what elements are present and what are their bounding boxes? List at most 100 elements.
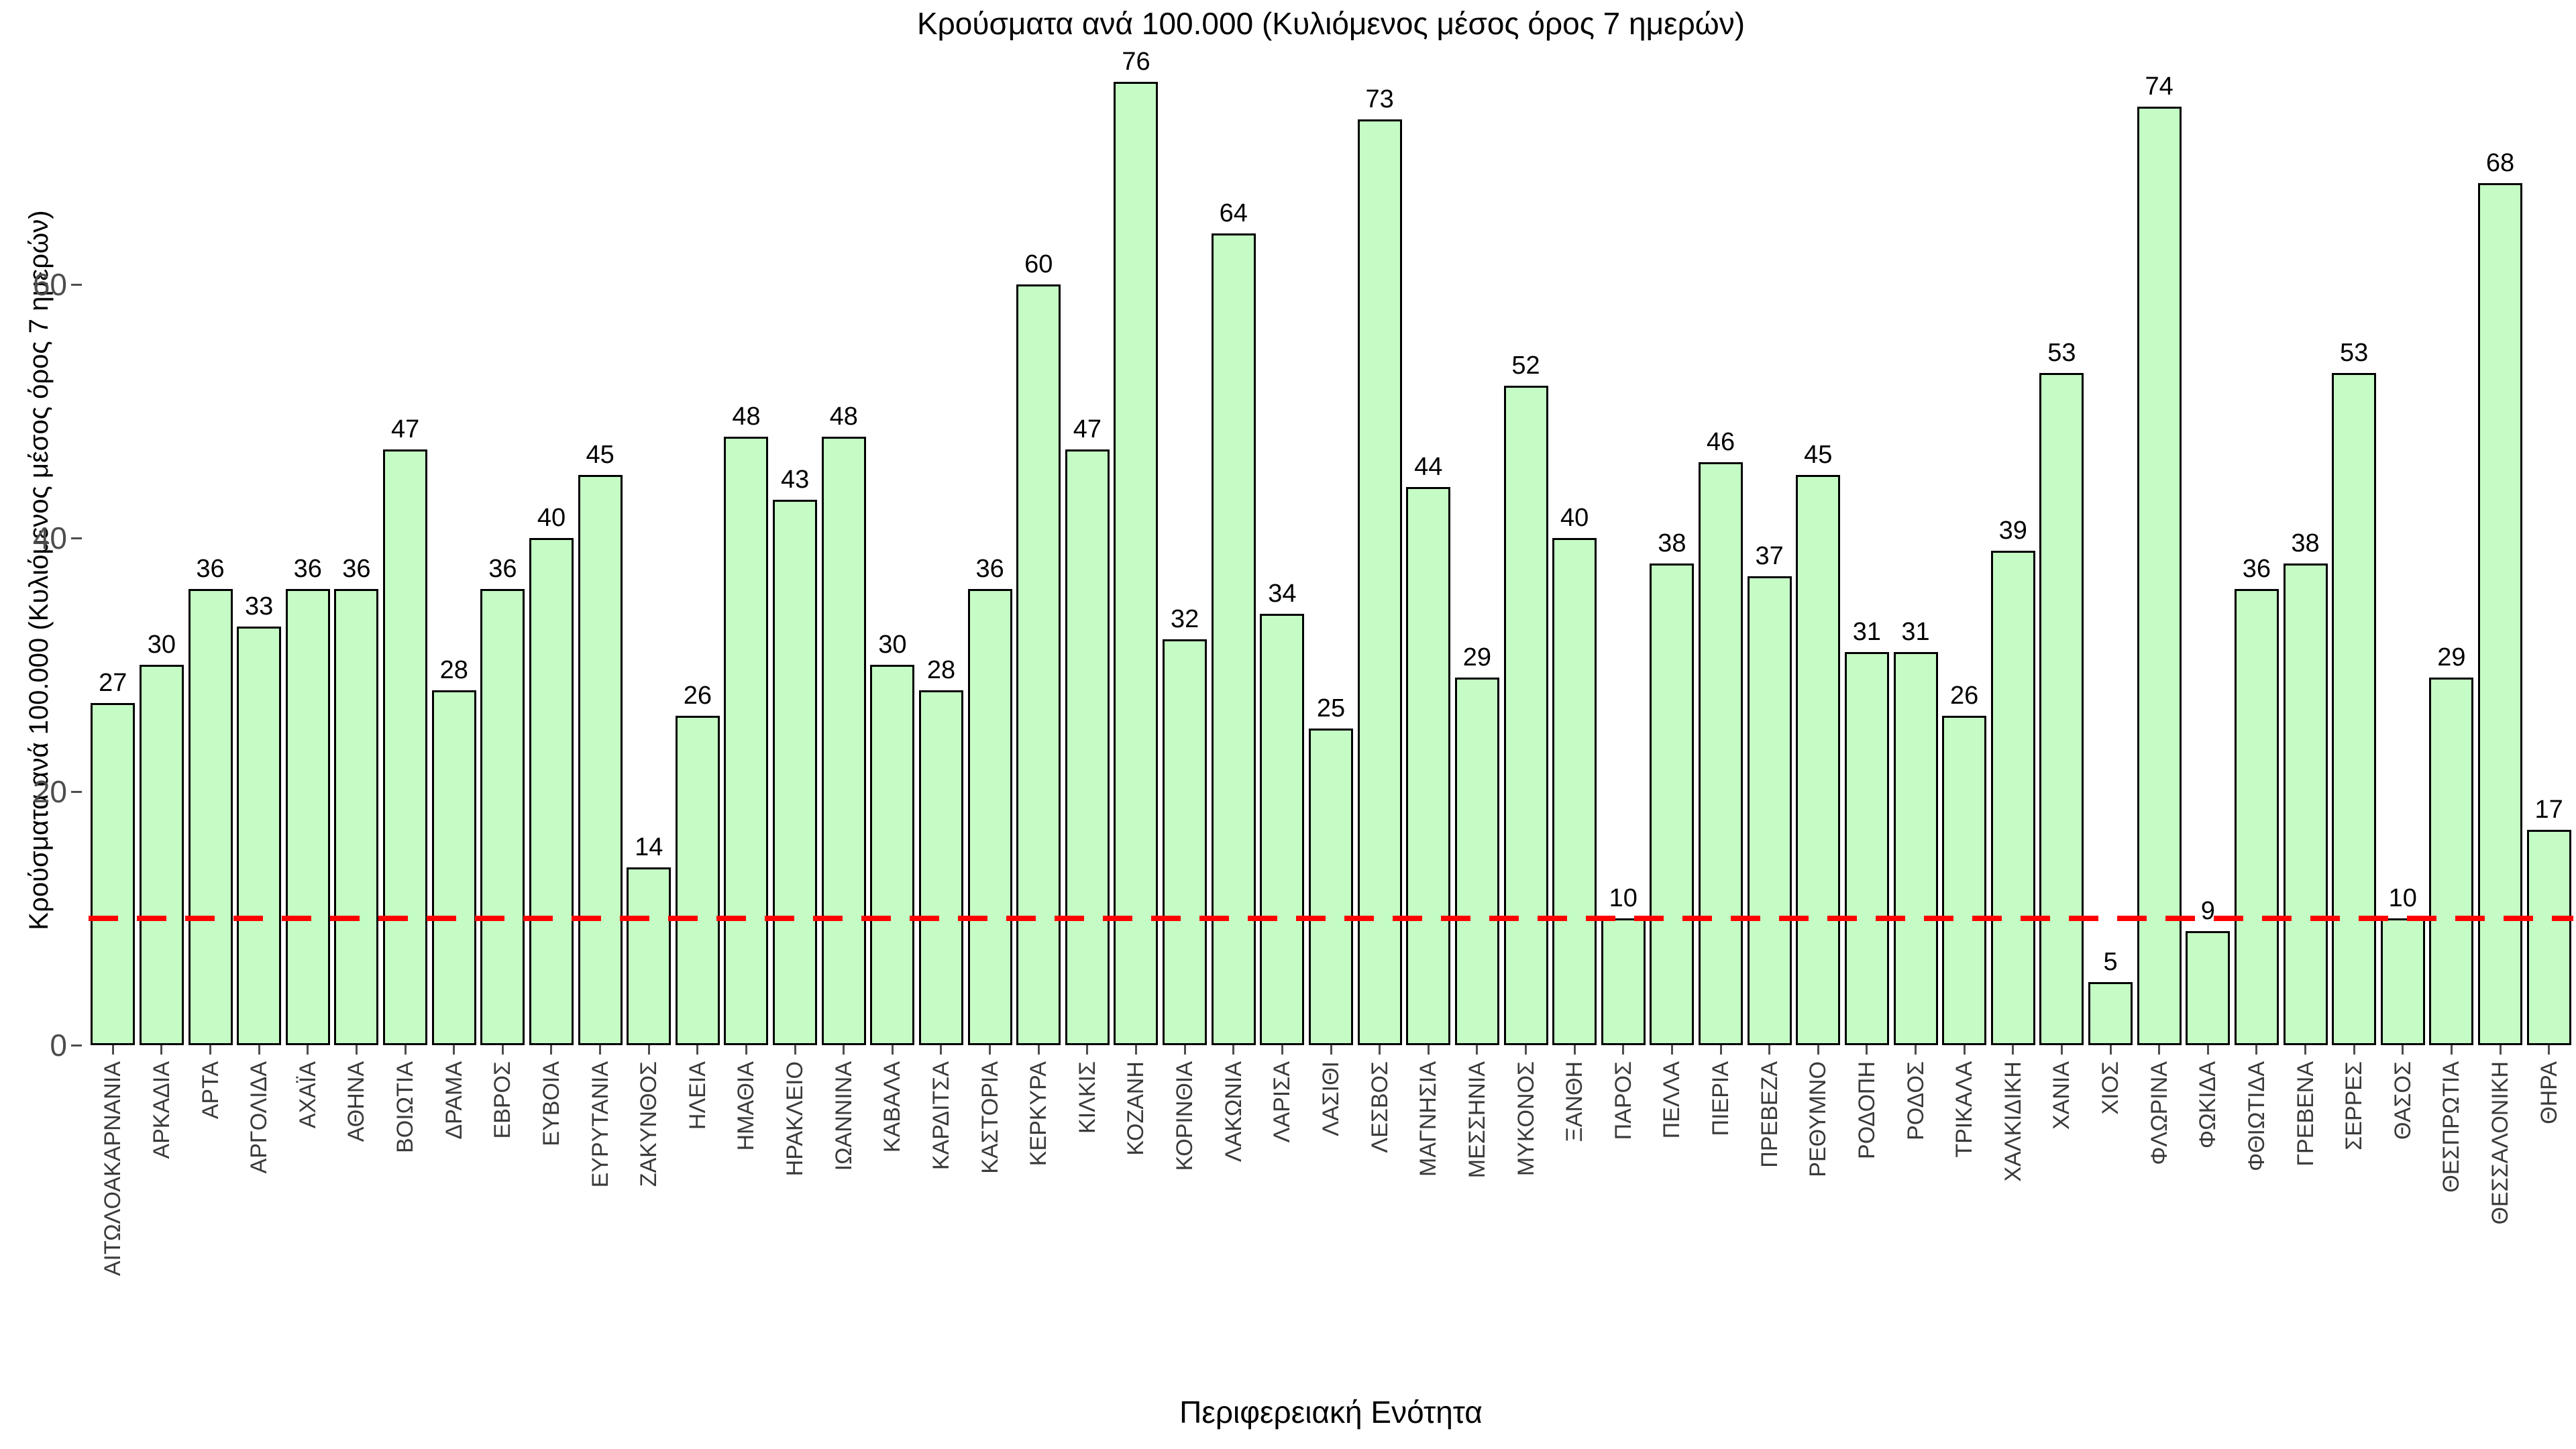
x-tick-label: ΞΑΝΘΗ: [1562, 1061, 1588, 1142]
bar-value-label: 48: [732, 402, 761, 431]
bar-value-label: 74: [2145, 72, 2174, 101]
x-tick-mark: [550, 1045, 553, 1055]
x-tick-label: ΖΑΚΥΝΘΟΣ: [636, 1061, 662, 1187]
y-axis-label: Κρούσματα ανά 100.000 (Κυλιόμενος μέσος …: [24, 210, 54, 930]
x-tick-label: ΣΕΡΡΕΣ: [2341, 1061, 2367, 1150]
x-tick-label: ΙΩΑΝΝΙΝΑ: [830, 1061, 857, 1171]
bar: [1893, 652, 1938, 1045]
bar-value-label: 40: [1560, 504, 1589, 532]
bar: [1990, 550, 2035, 1045]
y-tick-label: 0: [50, 1028, 67, 1063]
bar-value-label: 30: [147, 631, 176, 659]
x-tick-mark: [599, 1045, 602, 1055]
x-tick-mark: [1427, 1045, 1430, 1055]
x-tick-label: ΚΟΡΙΝΘΙΑ: [1172, 1061, 1198, 1171]
x-tick-label: ΗΛΕΙΑ: [684, 1061, 710, 1130]
x-tick-label: ΠΡΕΒΕΖΑ: [1756, 1061, 1782, 1168]
bar: [2039, 373, 2084, 1045]
bar: [1016, 284, 1061, 1045]
x-tick-mark: [989, 1045, 991, 1055]
x-tick-mark: [1476, 1045, 1479, 1055]
bar-value-label: 25: [1316, 694, 1346, 722]
bar-value-label: 28: [439, 655, 468, 684]
bar: [1260, 614, 1305, 1045]
x-tick-mark: [2206, 1045, 2209, 1055]
bar-value-label: 53: [2047, 339, 2076, 368]
bar-value-label: 10: [1609, 884, 1638, 912]
x-tick-mark: [209, 1045, 212, 1055]
x-tick-label: ΚΑΡΔΙΤΣΑ: [928, 1061, 954, 1171]
x-tick-label: ΕΥΡΥΤΑΝΙΑ: [587, 1061, 613, 1188]
bar: [431, 690, 476, 1045]
bar-value-label: 38: [1658, 529, 1686, 557]
x-tick-mark: [2109, 1045, 2112, 1055]
y-tick-label: 60: [32, 267, 67, 302]
bar: [627, 867, 672, 1045]
x-tick-label: ΜΥΚΟΝΟΣ: [1513, 1061, 1539, 1177]
bar: [2088, 981, 2133, 1045]
x-tick-mark: [1037, 1045, 1040, 1055]
x-tick-mark: [1232, 1045, 1235, 1055]
bar: [91, 702, 136, 1045]
bar: [1942, 715, 1987, 1045]
x-tick-label: ΡΕΘΥΜΝΟ: [1805, 1061, 1831, 1177]
x-tick-mark: [2304, 1045, 2307, 1055]
x-tick-label: ΠΙΕΡΙΑ: [1708, 1061, 1734, 1136]
bar: [2380, 918, 2425, 1045]
x-tick-mark: [2450, 1045, 2453, 1055]
x-tick-mark: [647, 1045, 650, 1055]
bar: [1552, 538, 1597, 1045]
bar-value-label: 36: [342, 554, 371, 583]
bar-value-label: 29: [1462, 643, 1492, 672]
x-tick-mark: [1379, 1045, 1381, 1055]
x-tick-label: ΜΑΓΝΗΣΙΑ: [1415, 1061, 1442, 1177]
x-tick-label: ΡΟΔΟΣ: [1902, 1061, 1929, 1140]
x-tick-mark: [2548, 1045, 2551, 1055]
x-tick-label: ΠΑΡΟΣ: [1610, 1061, 1636, 1140]
x-tick-mark: [258, 1045, 260, 1055]
bar-value-label: 60: [1024, 250, 1053, 278]
bar-value-label: 43: [780, 466, 810, 494]
x-tick-mark: [501, 1045, 504, 1055]
x-tick-label: ΘΕΣΠΡΩΤΙΑ: [2438, 1061, 2465, 1193]
x-tick-mark: [2353, 1045, 2355, 1055]
bar-value-label: 64: [1219, 199, 1248, 228]
bar-value-label: 44: [1414, 453, 1443, 482]
x-tick-label: ΠΕΛΛΑ: [1659, 1061, 1685, 1139]
bar-value-label: 47: [1073, 415, 1102, 443]
bar: [2186, 930, 2231, 1045]
bar-value-label: 47: [390, 415, 420, 443]
x-tick-mark: [1622, 1045, 1625, 1055]
bar: [2429, 677, 2474, 1045]
threshold-line: [89, 916, 2573, 921]
bar-value-label: 36: [196, 554, 225, 583]
y-tick-mark: [71, 283, 82, 286]
y-tick-label: 20: [32, 774, 67, 809]
bar-value-label: 31: [1852, 618, 1882, 647]
x-tick-label: ΑΡΓΟΛΙΔΑ: [246, 1061, 272, 1174]
bar-value-label: 53: [2340, 339, 2369, 368]
bar: [2234, 588, 2279, 1045]
x-tick-mark: [2255, 1045, 2258, 1055]
x-tick-mark: [1963, 1045, 1966, 1055]
bar-value-label: 31: [1901, 618, 1930, 647]
bar-value-label: 36: [293, 554, 322, 583]
chart-title: Κρούσματα ανά 100.000 (Κυλιόμενος μέσος …: [916, 6, 1746, 41]
y-tick-mark: [71, 790, 82, 793]
x-tick-label: ΤΡΙΚΑΛΑ: [1951, 1061, 1978, 1158]
x-tick-label: ΦΛΩΡΙΝΑ: [2146, 1061, 2172, 1165]
x-tick-label: ΚΟΖΑΝΗ: [1123, 1061, 1149, 1156]
y-tick-mark: [71, 1044, 82, 1046]
x-tick-label: ΦΘΙΩΤΙΔΑ: [2243, 1061, 2269, 1172]
x-tick-mark: [1281, 1045, 1283, 1055]
bar-value-label: 14: [635, 833, 663, 862]
bar-value-label: 26: [683, 681, 712, 710]
bar: [870, 665, 915, 1045]
x-tick-mark: [1915, 1045, 1917, 1055]
x-tick-mark: [160, 1045, 163, 1055]
x-tick-label: ΑΘΗΝΑ: [343, 1061, 370, 1142]
x-tick-mark: [1817, 1045, 1819, 1055]
x-tick-label: ΑΙΤΩΛΟΑΚΑΡΝΑΝΙΑ: [100, 1061, 126, 1277]
x-tick-label: ΔΡΑΜΑ: [441, 1061, 467, 1140]
x-tick-mark: [2060, 1045, 2063, 1055]
